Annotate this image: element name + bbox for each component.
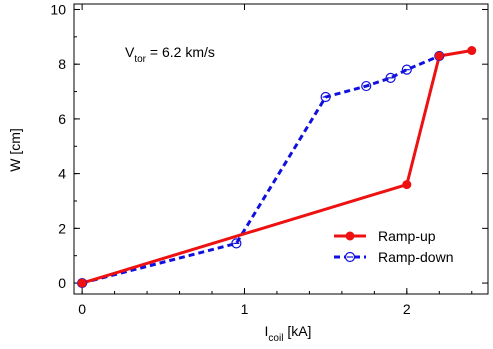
legend-ramp-down-label: Ramp-down xyxy=(378,249,453,265)
y-tick-label: 8 xyxy=(58,56,66,72)
x-tick-label: 0 xyxy=(78,301,86,317)
series-layer xyxy=(77,46,477,289)
legend: Ramp-up Ramp-down xyxy=(334,228,453,265)
plot-frame xyxy=(73,3,489,295)
ramp-up-point xyxy=(434,51,444,61)
annotation-sub: tor xyxy=(134,54,146,65)
annotation-main: V xyxy=(125,44,135,60)
y-tick-label: 4 xyxy=(58,166,66,182)
ramp-up-point xyxy=(467,46,477,56)
x-tick-label: 1 xyxy=(241,301,249,317)
x-axis-label-rest: [kA] xyxy=(283,323,311,339)
ramp-down-point xyxy=(361,80,372,92)
x-tick-labels: 0 1 2 xyxy=(78,301,411,317)
ramp-down-point xyxy=(385,72,396,83)
y-tick-labels: 0 2 4 6 8 10 xyxy=(50,1,66,291)
y-tick-label: 2 xyxy=(58,220,66,236)
legend-ramp-up-marker xyxy=(345,231,355,241)
velocity-annotation: Vtor = 6.2 km/s xyxy=(125,44,215,65)
ramp-down-point xyxy=(231,238,242,249)
x-tick-label: 2 xyxy=(403,301,411,317)
ramp-down-point xyxy=(401,64,412,75)
axis-ticks xyxy=(74,4,488,294)
ramp-up-point xyxy=(402,180,412,190)
y-tick-label: 6 xyxy=(58,111,66,127)
y-tick-label: 0 xyxy=(58,275,66,291)
ramp-up-point xyxy=(77,278,87,288)
ramp-down-point xyxy=(320,91,331,103)
x-axis-label-sub: coil xyxy=(268,333,283,344)
series-line-ramp-up xyxy=(81,49,473,285)
legend-ramp-up-label: Ramp-up xyxy=(378,228,436,244)
y-axis-label: W [cm] xyxy=(7,128,23,172)
annotation-rest: = 6.2 km/s xyxy=(146,44,215,60)
x-axis-label: Icoil [kA] xyxy=(265,323,312,344)
y-tick-label: 10 xyxy=(50,1,66,17)
x-axis-label-main: I xyxy=(265,323,269,339)
